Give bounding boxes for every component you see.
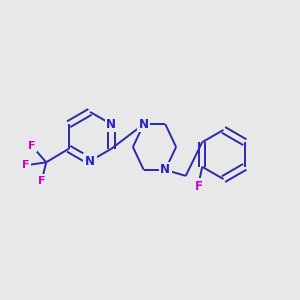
Text: N: N [85,154,95,168]
Text: N: N [160,164,170,176]
Text: F: F [195,180,203,193]
Text: N: N [139,118,149,130]
Text: N: N [106,118,116,131]
Text: F: F [38,176,45,186]
Text: F: F [22,160,29,170]
Text: F: F [28,141,35,151]
